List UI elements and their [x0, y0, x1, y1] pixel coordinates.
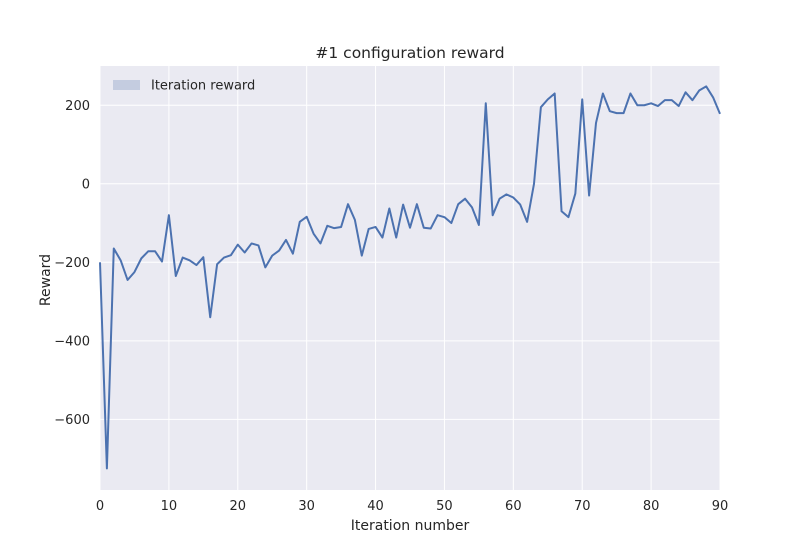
x-tick-label: 70: [574, 499, 591, 514]
x-tick-label: 0: [96, 499, 104, 514]
x-tick-label: 90: [712, 499, 729, 514]
plot-area: [100, 66, 720, 490]
y-tick-label: −600: [54, 413, 90, 428]
y-tick-label: −200: [54, 256, 90, 271]
x-tick-label: 30: [298, 499, 315, 514]
legend: Iteration reward: [113, 79, 255, 94]
x-axis-title: Iteration number: [351, 518, 470, 534]
x-tick-label: 40: [367, 499, 384, 514]
y-axis-title: Reward: [38, 254, 54, 306]
x-tick-label: 60: [505, 499, 522, 514]
x-tick-label: 50: [436, 499, 453, 514]
x-tick-label: 20: [230, 499, 247, 514]
y-tick-label: 0: [82, 177, 90, 192]
legend-swatch-iteration-reward: [113, 80, 140, 90]
x-tick-label: 80: [643, 499, 660, 514]
y-tick-label: 200: [65, 99, 90, 114]
y-tick-label: −400: [54, 334, 90, 349]
x-tick-labels: 0 10 20 30 40 50 60 70 80 90: [96, 499, 728, 514]
y-tick-labels: −600 −400 −200 0 200: [54, 99, 90, 428]
chart-title: #1 configuration reward: [315, 44, 504, 62]
legend-label-iteration-reward: Iteration reward: [151, 79, 255, 94]
grid: [99, 66, 721, 490]
series-line-iteration-reward: [99, 85, 721, 470]
x-tick-label: 10: [161, 499, 178, 514]
